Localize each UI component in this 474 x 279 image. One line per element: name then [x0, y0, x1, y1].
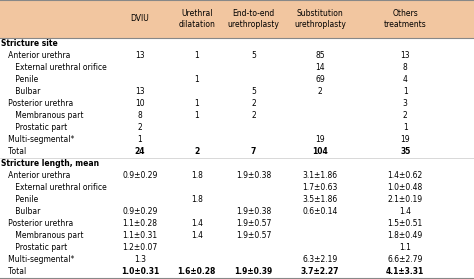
Text: 4.1±3.31: 4.1±3.31 [386, 267, 424, 276]
Text: End-to-end
urethroplasty: End-to-end urethroplasty [228, 9, 280, 29]
Text: Prostatic part: Prostatic part [1, 123, 67, 132]
Text: 1.8: 1.8 [191, 195, 203, 204]
Text: 1: 1 [403, 87, 408, 96]
Text: 1.1±0.28: 1.1±0.28 [122, 219, 157, 228]
Text: 1.9±0.57: 1.9±0.57 [236, 219, 271, 228]
Text: 13: 13 [135, 87, 145, 96]
Text: Stricture site: Stricture site [1, 39, 58, 48]
Text: 5: 5 [251, 87, 256, 96]
Text: 2: 2 [318, 87, 322, 96]
Text: Multi-segmental*: Multi-segmental* [1, 135, 74, 144]
Text: 1.6±0.28: 1.6±0.28 [178, 267, 216, 276]
Text: 1.1±0.31: 1.1±0.31 [122, 231, 157, 240]
Text: 1: 1 [137, 135, 142, 144]
Text: 10: 10 [135, 99, 145, 108]
Text: 8: 8 [137, 111, 142, 120]
Text: 2: 2 [403, 111, 408, 120]
Text: Prostatic part: Prostatic part [1, 243, 67, 252]
Text: Stricture length, mean: Stricture length, mean [1, 159, 99, 168]
Text: 85: 85 [315, 51, 325, 60]
Text: External urethral orifice: External urethral orifice [1, 183, 107, 192]
Text: 19: 19 [315, 135, 325, 144]
Text: 13: 13 [401, 51, 410, 60]
Text: 1.9±0.57: 1.9±0.57 [236, 231, 271, 240]
Text: Total: Total [1, 267, 26, 276]
Text: 1.0±0.48: 1.0±0.48 [388, 183, 423, 192]
Text: Membranous part: Membranous part [1, 231, 83, 240]
Text: 19: 19 [401, 135, 410, 144]
Text: 1: 1 [194, 99, 199, 108]
Text: Total: Total [1, 147, 26, 156]
Text: 2: 2 [251, 99, 256, 108]
Text: 0.9±0.29: 0.9±0.29 [122, 207, 157, 216]
Text: 69: 69 [315, 75, 325, 84]
Text: 7: 7 [251, 147, 256, 156]
Text: Substitution
urethroplasty: Substitution urethroplasty [294, 9, 346, 29]
Text: 35: 35 [400, 147, 410, 156]
Text: Anterior urethra: Anterior urethra [1, 171, 70, 180]
Text: Others
treatments: Others treatments [384, 9, 427, 29]
Text: 104: 104 [312, 147, 328, 156]
Text: 24: 24 [135, 147, 145, 156]
Text: 1: 1 [194, 111, 199, 120]
Text: 1: 1 [194, 75, 199, 84]
Text: 1.4: 1.4 [191, 231, 203, 240]
Text: 1.4±0.62: 1.4±0.62 [388, 171, 423, 180]
Text: 1.3: 1.3 [134, 255, 146, 264]
Text: Bulbar: Bulbar [1, 207, 40, 216]
Text: 1.4: 1.4 [399, 207, 411, 216]
Text: Penile: Penile [1, 75, 38, 84]
Text: Posterior urethra: Posterior urethra [1, 219, 73, 228]
Text: 1.9±0.39: 1.9±0.39 [235, 267, 273, 276]
Text: 1.9±0.38: 1.9±0.38 [236, 207, 271, 216]
Text: 6.3±2.19: 6.3±2.19 [302, 255, 337, 264]
Text: 1.8: 1.8 [191, 171, 203, 180]
Text: 1.7±0.63: 1.7±0.63 [302, 183, 337, 192]
Text: Urethral
dilatation: Urethral dilatation [178, 9, 215, 29]
Text: 2.1±0.19: 2.1±0.19 [388, 195, 423, 204]
Text: 0.9±0.29: 0.9±0.29 [122, 171, 157, 180]
Text: External urethral orifice: External urethral orifice [1, 63, 107, 72]
Text: 4: 4 [403, 75, 408, 84]
Text: 8: 8 [403, 63, 408, 72]
Text: 2: 2 [137, 123, 142, 132]
Text: Penile: Penile [1, 195, 38, 204]
Text: Multi-segmental*: Multi-segmental* [1, 255, 74, 264]
Text: 1.9±0.38: 1.9±0.38 [236, 171, 271, 180]
Text: 1.2±0.07: 1.2±0.07 [122, 243, 157, 252]
Text: 3.7±2.27: 3.7±2.27 [301, 267, 339, 276]
Text: 1.5±0.51: 1.5±0.51 [388, 219, 423, 228]
Text: 6.6±2.79: 6.6±2.79 [388, 255, 423, 264]
Text: Posterior urethra: Posterior urethra [1, 99, 73, 108]
Text: 2: 2 [194, 147, 200, 156]
Bar [0, 0, 474, 38]
Text: 0.6±0.14: 0.6±0.14 [302, 207, 337, 216]
Text: 3.1±1.86: 3.1±1.86 [302, 171, 337, 180]
Text: Membranous part: Membranous part [1, 111, 83, 120]
Text: 3.5±1.86: 3.5±1.86 [302, 195, 337, 204]
Text: 1: 1 [403, 123, 408, 132]
Text: 5: 5 [251, 51, 256, 60]
Text: 14: 14 [315, 63, 325, 72]
Text: Anterior urethra: Anterior urethra [1, 51, 70, 60]
Text: 13: 13 [135, 51, 145, 60]
Text: 3: 3 [403, 99, 408, 108]
Text: 1.1: 1.1 [399, 243, 411, 252]
Text: 1.0±0.31: 1.0±0.31 [121, 267, 159, 276]
Text: 1.4: 1.4 [191, 219, 203, 228]
Text: 1.8±0.49: 1.8±0.49 [388, 231, 423, 240]
Text: Bulbar: Bulbar [1, 87, 40, 96]
Text: 1: 1 [194, 51, 199, 60]
Text: DVIU: DVIU [130, 14, 149, 23]
Text: 2: 2 [251, 111, 256, 120]
